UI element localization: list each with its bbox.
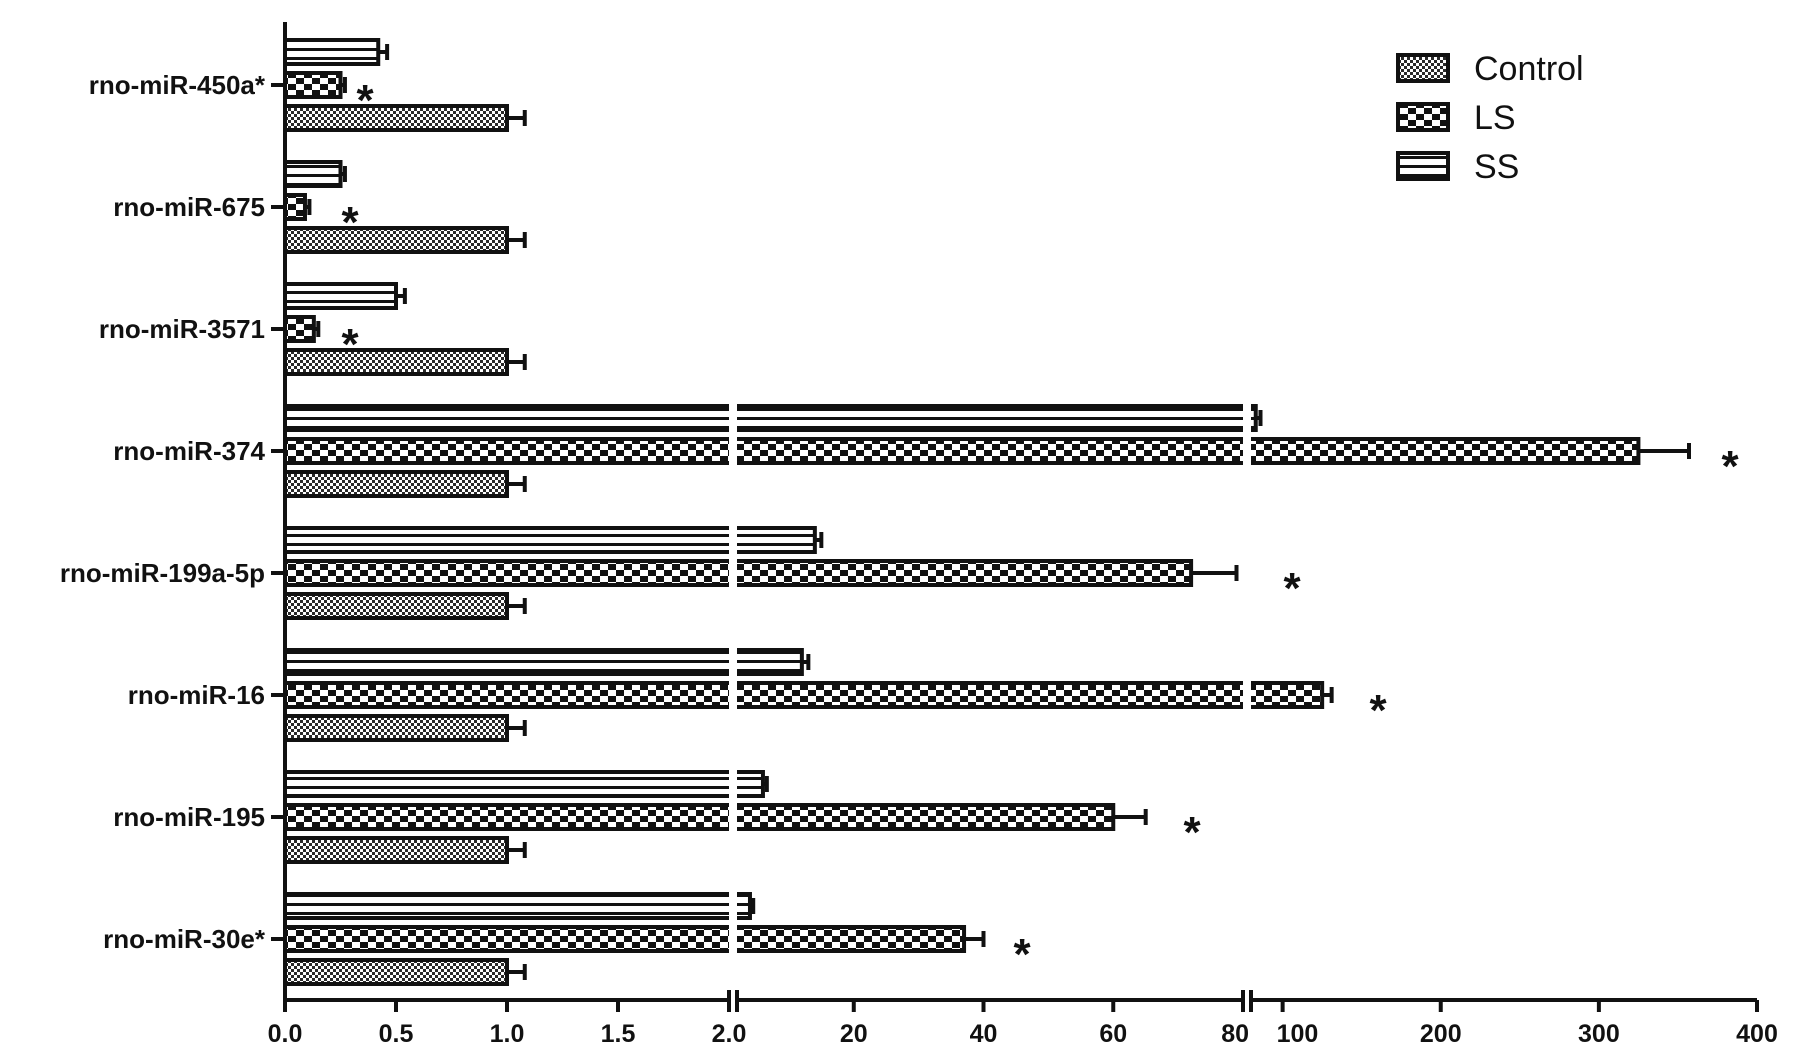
legend-label-ss: SS bbox=[1474, 148, 1519, 186]
x-tick-label: 400 bbox=[1736, 1020, 1778, 1048]
legend-swatch-control bbox=[1396, 53, 1450, 83]
bar-control-5 bbox=[283, 714, 509, 742]
axis-break-gap-1 bbox=[729, 22, 737, 994]
category-label: rno-miR-199a-5p bbox=[60, 558, 265, 588]
x-tick-label: 200 bbox=[1420, 1020, 1462, 1048]
significance-marker: * bbox=[1283, 564, 1301, 613]
bar-control-3 bbox=[283, 470, 509, 498]
bar-ls-0 bbox=[283, 71, 343, 99]
x-tick-label: 1.0 bbox=[490, 1020, 525, 1048]
legend-label-ls: LS bbox=[1474, 99, 1516, 137]
legend-label-control: Control bbox=[1474, 50, 1584, 88]
plot-area: rno-miR-450a* rno-miR-675 rno-miR-3571 rno-… bbox=[60, 22, 1778, 1048]
significance-marker: * bbox=[341, 198, 359, 247]
bar-ss-3 bbox=[283, 404, 1258, 432]
bar-ss-7 bbox=[283, 892, 752, 920]
significance-marker: * bbox=[1013, 930, 1031, 979]
bar-ls-7 bbox=[283, 925, 967, 953]
category-label: rno-miR-16 bbox=[128, 680, 265, 710]
significance-marker: * bbox=[356, 76, 374, 125]
legend: Control LS SS bbox=[1396, 50, 1584, 186]
bar-control-1 bbox=[283, 226, 509, 254]
x-tick-label: 0.5 bbox=[379, 1020, 414, 1048]
bar-ss-6 bbox=[283, 770, 765, 798]
category-label: rno-miR-450a* bbox=[89, 70, 266, 100]
category-label: rno-miR-374 bbox=[113, 436, 265, 466]
bar-ss-5 bbox=[283, 648, 804, 676]
category-label: rno-miR-30e* bbox=[103, 924, 266, 954]
bar-ls-4 bbox=[283, 559, 1194, 587]
x-tick-label: 1.5 bbox=[601, 1020, 636, 1048]
x-tick-label: 0.0 bbox=[268, 1020, 303, 1048]
category-label: rno-miR-195 bbox=[113, 802, 265, 832]
significance-marker: * bbox=[1369, 686, 1387, 735]
bar-ls-1 bbox=[283, 193, 307, 221]
x-tick-label: 100 bbox=[1277, 1020, 1319, 1048]
bar-ls-6 bbox=[283, 803, 1116, 831]
bar-control-6 bbox=[283, 836, 509, 864]
x-tick-label: 20 bbox=[840, 1020, 868, 1048]
x-tick-label: 40 bbox=[970, 1020, 998, 1048]
x-tick-label: 2.0 bbox=[712, 1020, 747, 1048]
bar-control-0 bbox=[283, 104, 509, 132]
axis-break-gap-2 bbox=[1243, 22, 1251, 994]
bar-control-4 bbox=[283, 592, 509, 620]
category-label: rno-miR-3571 bbox=[99, 314, 265, 344]
legend-swatch-ls bbox=[1396, 102, 1450, 132]
bar-ss-2 bbox=[283, 282, 398, 310]
significance-marker: * bbox=[341, 320, 359, 369]
bar-control-7 bbox=[283, 958, 509, 986]
bar-ls-5 bbox=[283, 681, 1325, 709]
x-tick-label: 80 bbox=[1221, 1020, 1249, 1048]
significance-marker: * bbox=[1183, 808, 1201, 857]
bar-ss-0 bbox=[283, 38, 381, 66]
x-tick-label: 60 bbox=[1099, 1020, 1127, 1048]
bar-ls-3 bbox=[283, 437, 1641, 465]
significance-marker: * bbox=[1721, 442, 1739, 491]
category-label: rno-miR-675 bbox=[113, 192, 265, 222]
bar-ls-2 bbox=[283, 315, 316, 343]
legend-swatch-ss bbox=[1396, 151, 1450, 181]
x-tick-label: 300 bbox=[1578, 1020, 1620, 1048]
bar-control-2 bbox=[283, 348, 509, 376]
bar-ss-1 bbox=[283, 160, 343, 188]
